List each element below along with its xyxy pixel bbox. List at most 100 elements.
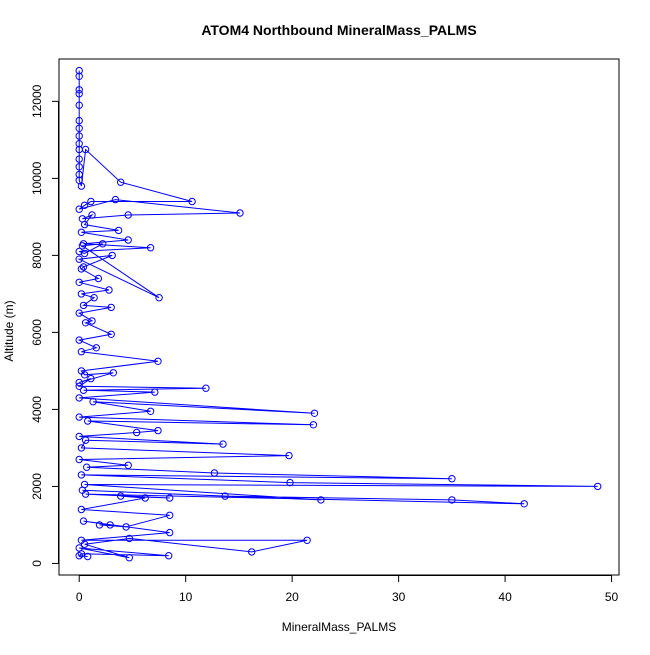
data-point: [80, 249, 89, 258]
data-point: [124, 211, 132, 219]
data-point: [154, 357, 162, 365]
data-point: [448, 475, 456, 483]
data-point: [83, 463, 91, 471]
data-point: [317, 496, 325, 504]
data-point: [221, 492, 229, 500]
data-point: [75, 124, 83, 133]
y-tick-label: 8000: [30, 242, 44, 269]
y-tick-label: 2000: [30, 473, 44, 500]
x-tick-label: 30: [392, 590, 406, 604]
data-point: [303, 536, 311, 544]
y-tick-label: 4000: [30, 396, 44, 423]
data-point: [210, 469, 219, 477]
data-point: [122, 523, 130, 531]
x-tick-label: 50: [605, 590, 619, 604]
data-point: [84, 552, 92, 561]
x-tick-label: 0: [76, 590, 83, 604]
y-axis: 0 2000 4000 6000 8000 10000 12000: [30, 84, 59, 567]
data-point: [88, 317, 96, 325]
data-point: [75, 413, 83, 421]
data-point: [107, 303, 115, 312]
data-point: [248, 548, 256, 556]
data-point: [75, 309, 83, 317]
data-point: [75, 432, 83, 441]
x-tick-label: 10: [179, 590, 193, 604]
y-tick-label: 0: [30, 560, 44, 567]
data-point: [84, 417, 92, 425]
data-point: [310, 409, 319, 417]
data-point: [79, 263, 88, 271]
data-point: [75, 378, 83, 387]
data-point: [88, 211, 96, 219]
data-point: [236, 209, 244, 217]
data-point: [90, 294, 98, 302]
data-point: [99, 240, 107, 248]
x-tick-label: 40: [498, 590, 512, 604]
data-point: [75, 90, 83, 98]
data-point: [594, 482, 602, 491]
data-point: [285, 451, 293, 460]
data-point: [79, 386, 88, 394]
data-point: [155, 294, 163, 302]
data-point: [77, 228, 86, 237]
data-point: [77, 444, 86, 452]
data-point: [146, 244, 155, 252]
series-line: [77, 70, 598, 559]
data-point: [75, 132, 83, 140]
data-point: [165, 552, 173, 560]
data-point: [95, 521, 104, 529]
data-point: [89, 398, 97, 406]
data-point: [154, 426, 162, 435]
x-axis-label: MineralMass_PALMS: [282, 620, 396, 634]
data-point: [77, 471, 86, 479]
x-tick-label: 20: [285, 590, 299, 604]
data-point: [75, 394, 83, 402]
data-point: [309, 421, 318, 429]
y-tick-label: 10000: [30, 161, 44, 195]
data-point: [117, 178, 125, 186]
data-point: [75, 552, 83, 560]
data-point: [77, 265, 86, 273]
data-point: [75, 455, 83, 464]
data-point: [81, 145, 90, 154]
data-point: [75, 140, 83, 148]
data-point: [141, 494, 149, 502]
data-point: [166, 511, 174, 519]
data-point: [219, 440, 227, 448]
data-point: [146, 407, 155, 415]
data-point: [77, 290, 86, 298]
data-point: [77, 348, 86, 356]
data-point: [286, 478, 294, 487]
data-point: [105, 286, 113, 294]
data-point: [166, 528, 174, 537]
data-point: [75, 382, 83, 390]
data-point: [202, 384, 210, 392]
data-point: [92, 344, 101, 352]
data-point: [79, 517, 88, 525]
data-point: [75, 72, 83, 81]
y-tick-label: 6000: [30, 319, 44, 346]
data-point: [81, 436, 90, 444]
data-point: [124, 236, 132, 244]
data-point: [75, 86, 83, 94]
data-point: [77, 182, 86, 190]
data-point: [114, 226, 123, 235]
data-point: [125, 534, 134, 543]
data-point: [75, 101, 83, 109]
data-point: [75, 163, 83, 171]
x-axis: 0 10 20 30 40 50: [76, 575, 619, 604]
data-point: [133, 428, 141, 437]
data-point: [77, 550, 86, 558]
data-point: [75, 205, 83, 213]
data-point: [75, 66, 83, 75]
data-point: [166, 494, 174, 502]
data-point: [80, 220, 89, 229]
data-point: [75, 255, 83, 263]
data-point: [81, 490, 90, 498]
data-point: [94, 274, 103, 283]
data-point: [188, 197, 196, 206]
data-point: [111, 195, 120, 204]
